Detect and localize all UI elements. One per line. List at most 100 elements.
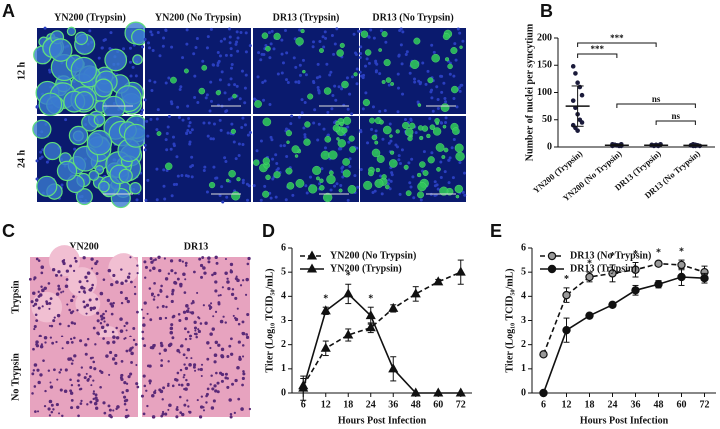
nucleus: [413, 77, 417, 81]
nucleus: [125, 321, 129, 325]
nucleus: [442, 81, 446, 85]
nucleus: [241, 178, 245, 182]
nucleus: [238, 357, 242, 361]
nucleus: [229, 262, 234, 267]
nucleus: [203, 271, 207, 275]
nucleus: [80, 286, 84, 290]
nucleus: [219, 294, 222, 297]
data-point: [539, 388, 548, 398]
nucleus: [318, 182, 322, 186]
nucleus: [88, 29, 92, 33]
nucleus: [125, 382, 129, 385]
nucleus: [219, 128, 223, 132]
nucleus: [272, 47, 276, 51]
nucleus: [192, 301, 195, 304]
nucleus: [424, 82, 428, 86]
nucleus: [244, 293, 248, 296]
nucleus: [149, 318, 153, 322]
nucleus: [119, 329, 124, 333]
cell: [129, 181, 142, 195]
nucleus: [108, 408, 112, 412]
nucleus: [234, 157, 238, 161]
cell: [384, 184, 390, 190]
nucleus: [373, 189, 377, 193]
nucleus: [333, 42, 337, 46]
nucleus: [190, 175, 194, 179]
nucleus: [454, 58, 458, 62]
nucleus: [144, 276, 147, 279]
cell: [86, 129, 113, 156]
cell: [285, 167, 293, 175]
nucleus: [72, 295, 75, 298]
nucleus: [76, 379, 80, 383]
data-point: [654, 280, 663, 289]
data-point: [585, 311, 594, 320]
nucleus: [300, 98, 304, 102]
nucleus: [176, 371, 180, 375]
nucleus: [43, 404, 47, 408]
nucleus: [130, 351, 134, 356]
nucleus: [354, 52, 358, 56]
cell: [328, 170, 334, 176]
nucleus: [348, 92, 352, 96]
cell: [319, 48, 324, 53]
nucleus: [280, 52, 284, 56]
nucleus: [183, 373, 186, 377]
nucleus: [86, 337, 90, 341]
nucleus: [160, 343, 164, 348]
nucleus: [150, 88, 154, 92]
nucleus: [279, 144, 283, 148]
cell: [455, 151, 465, 162]
nucleus: [190, 357, 193, 360]
nucleus: [212, 165, 216, 169]
nucleus: [53, 316, 56, 319]
nucleus: [282, 144, 286, 148]
nucleus: [235, 40, 239, 44]
cell: [328, 150, 338, 160]
nucleus: [226, 280, 230, 284]
cell: [338, 188, 343, 193]
legend-marker: [306, 263, 318, 273]
nucleus: [284, 198, 288, 202]
nucleus: [185, 304, 189, 308]
nucleus: [199, 263, 204, 268]
cell: [319, 178, 324, 183]
x-tick-label: 24: [608, 399, 618, 410]
nucleus: [151, 49, 155, 53]
nucleus: [398, 192, 402, 196]
nucleus: [111, 330, 115, 334]
cell: [66, 26, 77, 36]
nucleus: [59, 388, 63, 392]
cell: [427, 156, 435, 164]
nucleus: [188, 142, 192, 146]
nucleus: [199, 405, 204, 409]
nucleus: [262, 98, 266, 102]
nucleus: [39, 373, 43, 377]
y-tick-label: 0: [547, 141, 552, 152]
nucleus: [417, 79, 421, 83]
panel-letter: E: [490, 221, 502, 241]
nucleus: [120, 374, 124, 377]
nucleus: [123, 399, 127, 403]
cell: [417, 191, 425, 199]
nucleus: [221, 286, 224, 289]
data-point: [677, 260, 686, 270]
nucleus: [162, 36, 166, 40]
nucleus: [185, 378, 188, 382]
cell: [339, 42, 345, 48]
nucleus: [216, 51, 220, 55]
nucleus: [386, 182, 390, 186]
cell: [70, 56, 98, 84]
nucleus: [387, 141, 391, 145]
nucleus: [141, 308, 144, 311]
nucleus: [140, 394, 144, 398]
cell: [342, 169, 351, 178]
nucleus: [103, 411, 107, 415]
nucleus: [397, 54, 401, 58]
nucleus: [304, 184, 308, 188]
row-label: 24 h: [16, 150, 27, 169]
nucleus: [210, 374, 213, 377]
nucleus: [90, 384, 93, 387]
cell: [447, 63, 453, 70]
x-tick-label: 6: [541, 399, 546, 410]
